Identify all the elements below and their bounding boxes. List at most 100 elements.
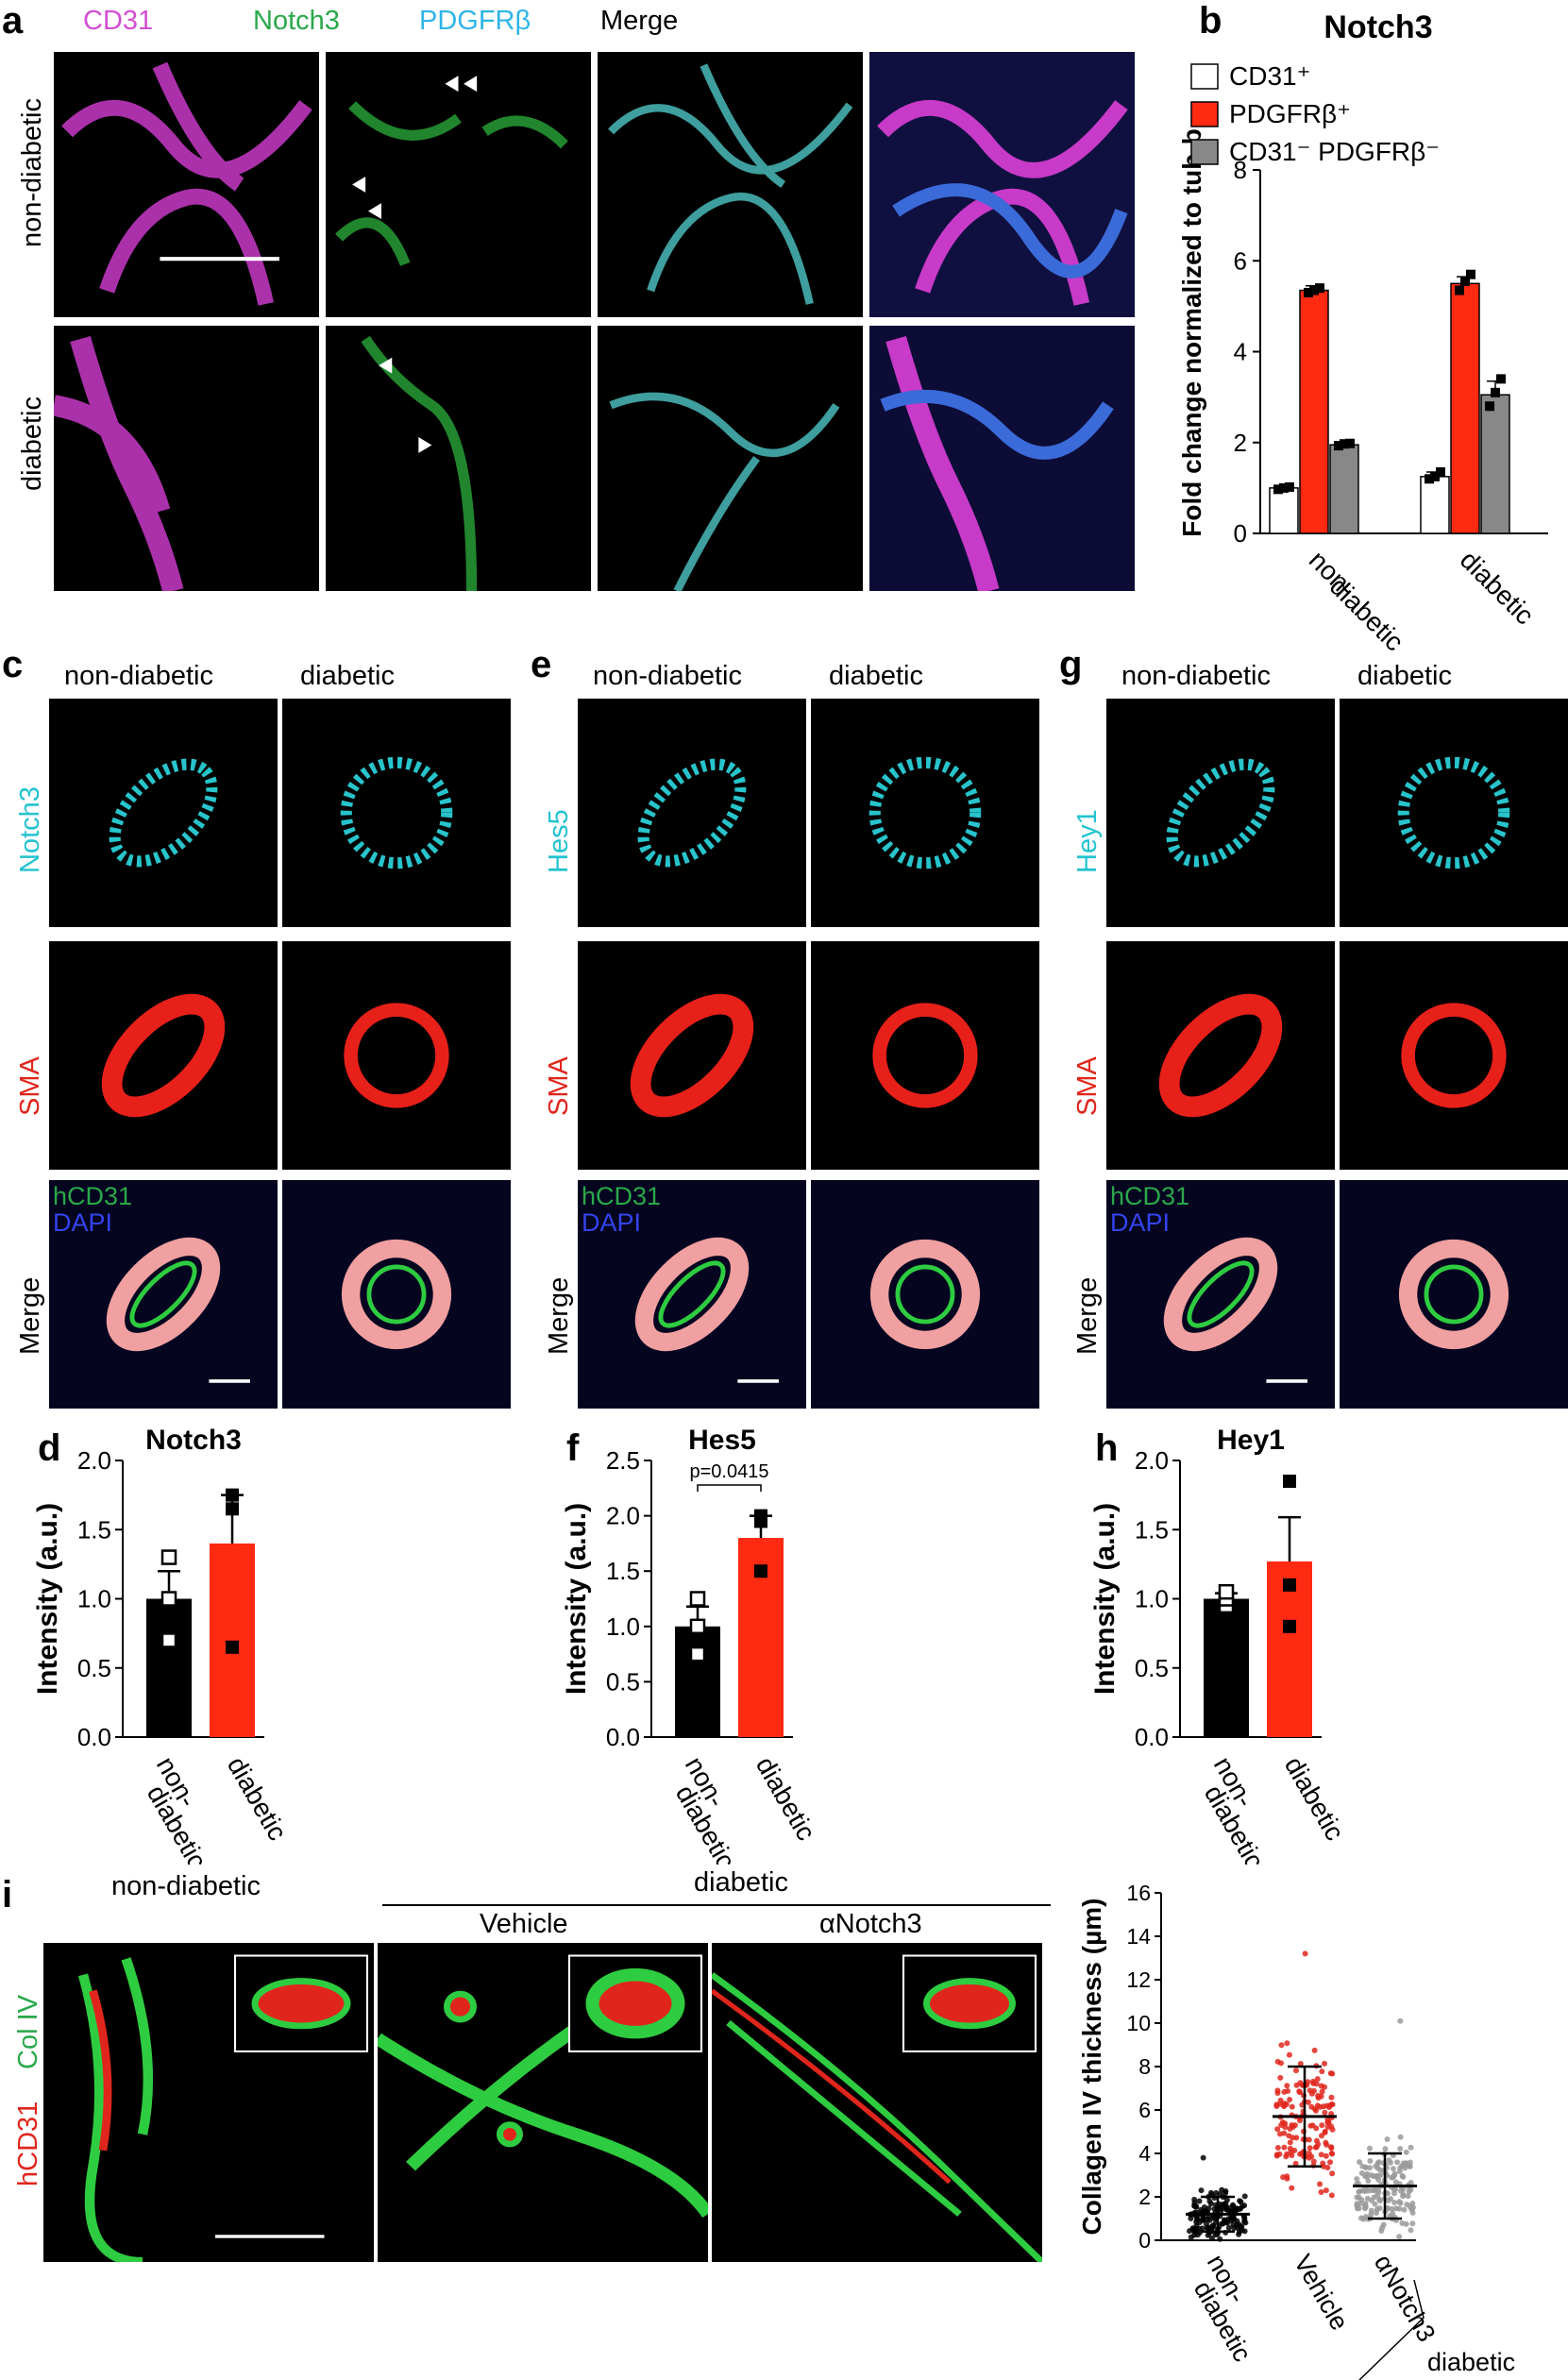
col-label-e-0: non-diabetic bbox=[593, 661, 742, 691]
chart-b-point bbox=[1491, 387, 1500, 397]
chart-i-point bbox=[1327, 2159, 1334, 2166]
chart-i-point bbox=[1400, 2193, 1407, 2200]
chart-h-ytick-label: 2.0 bbox=[1135, 1446, 1169, 1475]
chart-f-ylabel: Intensity (a.u.) bbox=[561, 1503, 592, 1695]
chart-i-point bbox=[1310, 2080, 1317, 2086]
chart-h-ylabel: Intensity (a.u.) bbox=[1089, 1503, 1121, 1695]
chart-h-ytick-label: 0.0 bbox=[1135, 1723, 1169, 1751]
chart-i-point bbox=[1406, 2163, 1412, 2169]
chart-i-point bbox=[1193, 2226, 1200, 2233]
chart-i-point bbox=[1219, 2186, 1225, 2193]
chart-i-point bbox=[1322, 2109, 1328, 2116]
chart-i-point bbox=[1388, 2196, 1394, 2203]
micrograph-cd31-diabetic bbox=[54, 326, 319, 591]
chart-i-point bbox=[1193, 2219, 1200, 2225]
chart-i-point bbox=[1322, 2129, 1328, 2135]
chart-i-point bbox=[1319, 2088, 1325, 2095]
chart-h-ytick-label: 0.5 bbox=[1135, 1654, 1169, 1682]
row-label-e-0: Hes5 bbox=[544, 809, 574, 873]
chart-i-point bbox=[1394, 2159, 1401, 2166]
chart-b-legend-swatch bbox=[1190, 63, 1219, 90]
chart-f-point bbox=[754, 1564, 767, 1578]
micrograph-c-2-0 bbox=[49, 1180, 278, 1409]
chart-b-legend-label: CD31⁺ bbox=[1229, 61, 1310, 91]
chart-i-ytick-label: 12 bbox=[1126, 1967, 1151, 1992]
chart-i-point bbox=[1225, 2224, 1232, 2231]
chart-i-point bbox=[1307, 2122, 1314, 2129]
chart-i-point bbox=[1205, 2232, 1211, 2238]
chart-d-xtick-label: diabetic bbox=[222, 1752, 293, 1846]
chart-i-point bbox=[1217, 2236, 1223, 2242]
chart-b-legend-label: CD31⁻ PDGFRβ⁻ bbox=[1229, 137, 1440, 166]
chart-i-point bbox=[1323, 2187, 1329, 2194]
chart-h-point bbox=[1283, 1578, 1296, 1592]
chart-i-point bbox=[1287, 2139, 1293, 2146]
chart-i-point bbox=[1278, 2121, 1285, 2128]
chart-i-point bbox=[1367, 2158, 1374, 2165]
panel-letter-e: e bbox=[531, 644, 552, 685]
micrograph-i-non-diabetic bbox=[43, 1943, 374, 2262]
chart-i-xtick-label: Vehicle bbox=[1289, 2250, 1355, 2335]
chart-i-point bbox=[1408, 2144, 1414, 2151]
chart-i-point bbox=[1210, 2215, 1217, 2221]
row-label-c-2: Merge bbox=[15, 1276, 45, 1355]
chart-i-point bbox=[1214, 2231, 1221, 2237]
chart-b-point bbox=[1309, 285, 1319, 295]
chart-i-point bbox=[1324, 2117, 1331, 2123]
chart-d-bar bbox=[210, 1543, 255, 1737]
chart-i-point bbox=[1409, 2220, 1416, 2227]
merge-label-hcd31-g: hCD31 bbox=[1110, 1182, 1190, 1210]
micrograph-c-2-1 bbox=[282, 1180, 511, 1409]
chart-b-point bbox=[1285, 481, 1294, 492]
chart-f-ytick-label: 0.0 bbox=[606, 1723, 640, 1751]
chart-f-point bbox=[689, 1591, 706, 1607]
chart-f-ytick-label: 0.5 bbox=[606, 1667, 640, 1696]
chart-i-ytick-label: 6 bbox=[1138, 2098, 1151, 2122]
chart-i-ytick-label: 10 bbox=[1126, 2011, 1151, 2035]
chart-i-point bbox=[1373, 2210, 1379, 2217]
chart-i-point bbox=[1305, 2079, 1311, 2085]
micrograph-merge-nondiabetic bbox=[869, 52, 1135, 317]
chart-i-point bbox=[1298, 2151, 1305, 2157]
chart-h-ytick-label: 1.5 bbox=[1135, 1515, 1169, 1544]
chart-i-group-bracket bbox=[1358, 2279, 1425, 2380]
channel-label-merge: Merge bbox=[600, 6, 679, 36]
chart-b-bar bbox=[1269, 487, 1299, 534]
chart-i-point bbox=[1390, 2166, 1396, 2172]
panel-letter-c: c bbox=[2, 644, 24, 685]
micrograph-e-0-0 bbox=[578, 699, 806, 927]
chart-f-letter: f bbox=[566, 1427, 580, 1469]
chart-i-point bbox=[1322, 2060, 1328, 2067]
merge-label-dapi-g: DAPI bbox=[1110, 1208, 1171, 1237]
chart-i-point bbox=[1287, 2097, 1293, 2103]
chart-i-point bbox=[1307, 2145, 1313, 2152]
chart-i-point bbox=[1399, 2163, 1406, 2169]
chart-i-point bbox=[1373, 2163, 1379, 2169]
chart-i-point bbox=[1319, 2068, 1325, 2075]
chart-i-point bbox=[1397, 2146, 1404, 2152]
chart-i-point bbox=[1210, 2222, 1217, 2229]
side-label-hcd31: hCD31 bbox=[13, 2101, 43, 2186]
chart-i-point bbox=[1376, 2204, 1383, 2211]
micrograph-c-0-0 bbox=[49, 699, 278, 927]
row-label-g-1: SMA bbox=[1072, 1056, 1103, 1116]
chart-i-point bbox=[1357, 2159, 1363, 2166]
chart-i-point bbox=[1314, 2102, 1321, 2109]
chart-i-point bbox=[1289, 2103, 1295, 2110]
chart-d-ytick-label: 0.0 bbox=[77, 1723, 111, 1751]
chart-i-ytick-label: 8 bbox=[1138, 2054, 1151, 2079]
chart-i-point bbox=[1306, 2150, 1312, 2156]
chart-i-point bbox=[1365, 2178, 1372, 2185]
panel-letter-i: i bbox=[2, 1874, 13, 1916]
chart-i-point bbox=[1204, 2216, 1210, 2222]
chart-f-point bbox=[754, 1509, 767, 1523]
chart-b: Notch3 0 2 4 6 8 Fold change normalized to tub… bbox=[1177, 9, 1548, 656]
chart-i-point bbox=[1306, 2136, 1312, 2143]
channel-label-notch3: Notch3 bbox=[253, 6, 340, 36]
chart-b-ylabel: Fold change normalized to tub-b bbox=[1177, 128, 1206, 536]
chart-d-point bbox=[160, 1591, 177, 1607]
chart-i-point bbox=[1200, 2154, 1206, 2161]
chart-i-point bbox=[1288, 2149, 1294, 2155]
chart-i-point bbox=[1396, 2234, 1403, 2240]
